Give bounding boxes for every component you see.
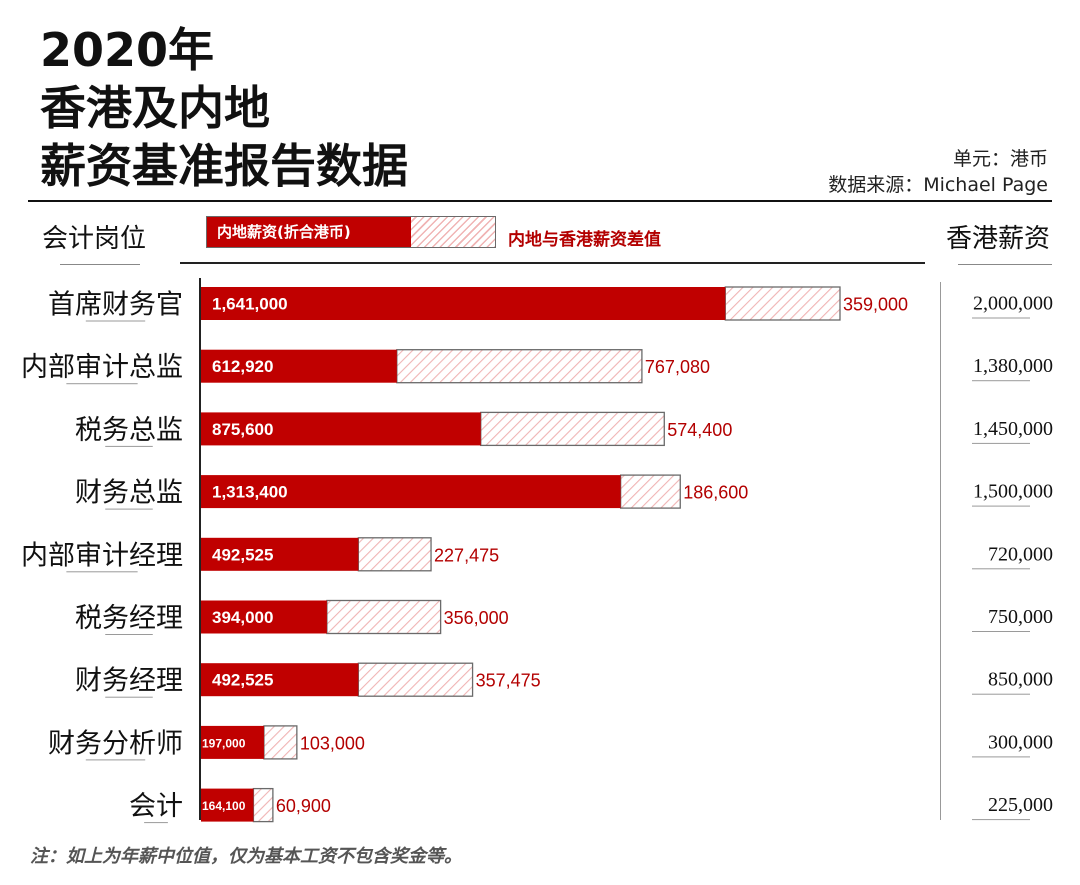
hk-salary-value: 2,000,000 [973,293,1053,315]
title-line-3: 薪资基准报告数据 [40,139,408,193]
category-label: 内部审计总监 [21,352,183,383]
legend-swatch: 内地薪资(折合港币) [206,216,496,248]
hk-salary-column-header: 香港薪资 [946,224,1051,254]
hk-salary-underline [972,317,1030,319]
difference-value-label: 357,475 [476,671,541,691]
category-label-underline [144,822,168,824]
category-label: 会计 [129,791,183,822]
category-label-underline [66,571,138,573]
hk-salary-value: 225,000 [988,794,1053,816]
title-line-1: 2020年 [40,23,215,77]
difference-bar [326,599,442,635]
hk-salary-value: 750,000 [988,606,1053,628]
category-label: 税务总监 [75,415,183,446]
hk-salary-underline [972,442,1030,444]
difference-value-label: 574,400 [667,420,732,440]
category-label: 首席财务官 [48,290,183,321]
hk-salary-underline [972,631,1030,632]
legend-divider [180,262,925,264]
difference-bar [263,725,298,760]
category-label: 税务经理 [75,603,183,634]
hk-salary-value: 1,500,000 [973,481,1053,503]
difference-bar [357,662,474,697]
category-label-underline [105,634,153,635]
unit-label: 单元：港币 [952,148,1048,170]
mainland-bar [201,537,359,571]
difference-value-label: 186,600 [683,483,748,503]
difference-value-label: 227,475 [434,545,499,565]
source-label: 数据来源：Michael Page [828,174,1048,196]
difference-bar [724,286,841,321]
mainland-value-label: 612,920 [212,357,273,376]
category-label-underline [105,696,153,698]
difference-value-label: 356,000 [444,608,509,628]
category-label: 财务经理 [75,666,183,697]
category-label: 财务分析师 [48,728,183,759]
category-label-underline [105,445,153,447]
mainland-value-label: 492,525 [212,545,273,564]
hk-salary-value: 1,380,000 [973,355,1053,377]
hk-salary-underline [972,756,1030,758]
hk-salary-header-underline [958,264,1052,265]
difference-bar [480,411,665,447]
difference-value-label: 103,000 [300,733,365,753]
category-label-underline [105,508,153,510]
mainland-bar [201,349,397,383]
hk-salary-underline [972,693,1030,695]
hk-salary-underline [972,380,1030,382]
difference-value-label: 359,000 [843,295,908,315]
position-column-header: 会计岗位 [42,224,147,254]
mainland-value-label: 197,000 [202,736,246,750]
mainland-bar [201,725,264,759]
category-label-underline [85,320,146,322]
hk-salary-underline [972,568,1030,570]
legend-difference-label: 内地与香港薪资差值 [508,230,661,250]
difference-value-label: 767,080 [645,357,710,377]
position-header-underline [60,264,140,265]
hk-salary-value: 850,000 [988,669,1053,691]
difference-value-label: 60,900 [276,796,331,816]
hk-salary-underline [972,819,1030,821]
mainland-value-label: 164,100 [202,799,246,813]
difference-bar [396,349,643,384]
mainland-value-label: 394,000 [212,608,273,627]
mainland-value-label: 875,600 [212,420,273,439]
mainland-bar [201,663,359,697]
hk-column-divider [940,282,941,820]
difference-bar [357,537,432,572]
difference-bar [619,474,681,509]
mainland-bar [201,600,327,634]
mainland-bar [201,287,726,320]
hk-salary-value: 1,450,000 [973,418,1053,440]
hk-salary-value: 720,000 [988,543,1053,565]
bar-axis-line [199,278,201,820]
header-divider [28,200,1052,202]
difference-bar [252,787,274,823]
category-label-underline [66,383,138,385]
hk-salary-underline [972,505,1030,507]
mainland-bar [201,788,254,822]
mainland-value-label: 1,641,000 [212,295,288,314]
legend-mainland-label: 内地薪资(折合港币) [207,217,411,247]
category-label-underline [85,759,146,761]
footnote: 注：如上为年薪中位值，仅为基本工资不包含奖金等。 [30,846,462,867]
category-label: 财务总监 [75,478,183,509]
mainland-bar [201,475,621,509]
category-label: 内部审计经理 [21,540,183,571]
mainland-value-label: 492,525 [212,671,273,690]
mainland-value-label: 1,313,400 [212,483,288,502]
mainland-bar [201,412,481,446]
title-line-2: 香港及内地 [40,81,270,135]
hk-salary-value: 300,000 [988,731,1053,753]
